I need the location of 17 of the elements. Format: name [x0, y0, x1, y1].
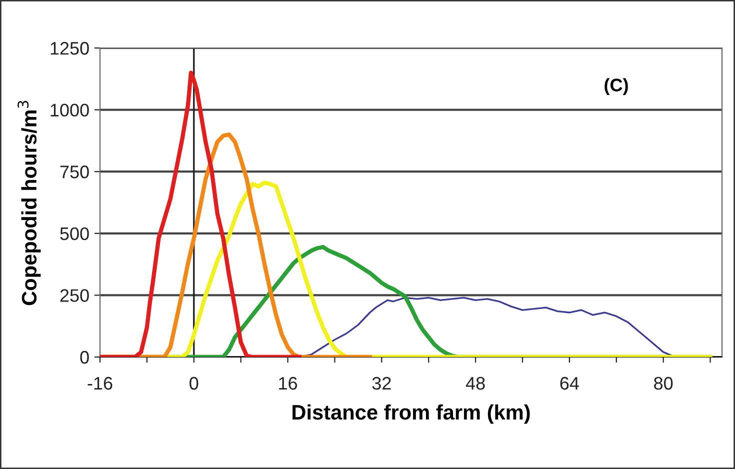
x-tick-label: 0 [190, 376, 198, 390]
y-tick-label: 1000 [50, 104, 89, 117]
x-tick-label: -16 [88, 376, 112, 390]
annotation: (C) [604, 78, 628, 96]
x-tick-label: 48 [466, 376, 485, 390]
y-tick-label: 0 [80, 350, 89, 364]
line-series [100, 70, 302, 357]
y-tick-label: 750 [60, 166, 89, 178]
y-tick-label: 500 [60, 227, 89, 240]
y-axis-title: Copepodid hours/m$^{3}$ [18, 100, 41, 306]
y-tick-label: 250 [60, 289, 89, 302]
x-tick-label: 32 [372, 376, 391, 390]
x-tick-label: 64 [560, 376, 579, 390]
x-axis-title: Distance from farm (km) [292, 404, 530, 424]
x-tick-label: 80 [654, 376, 673, 390]
y-tick-label: 1250 [50, 42, 89, 55]
x-tick-label: 16 [279, 376, 298, 390]
